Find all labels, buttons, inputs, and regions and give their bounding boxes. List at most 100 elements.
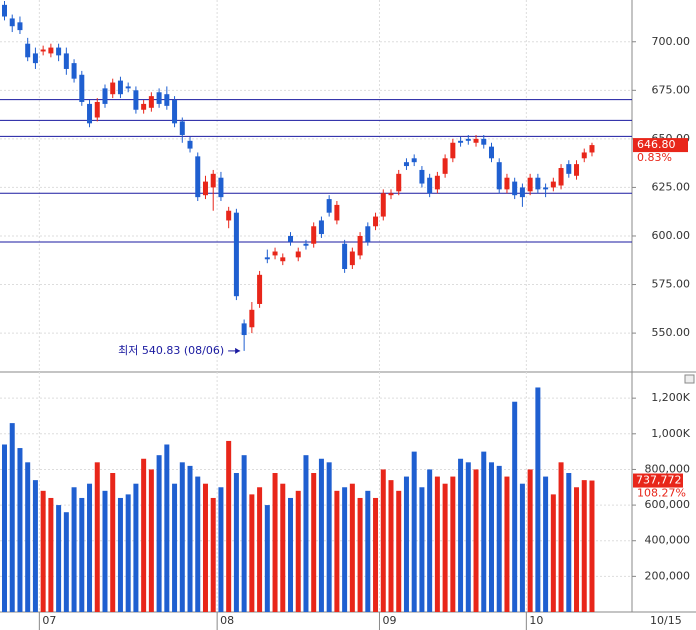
volume-bar xyxy=(288,497,294,612)
candle-body xyxy=(574,164,580,176)
candle-body xyxy=(519,187,525,198)
volume-bar xyxy=(79,497,85,612)
annotation-arrowhead xyxy=(235,347,241,354)
candle-body xyxy=(434,175,440,190)
candle-body xyxy=(403,162,409,167)
last-price-label: 646.80 xyxy=(637,138,676,151)
candle-body xyxy=(288,235,294,242)
candle-body xyxy=(79,74,85,102)
volume-bar xyxy=(373,497,379,612)
y-tick-label: 800,000 xyxy=(645,462,691,475)
candle-body xyxy=(388,193,394,196)
volume-bar xyxy=(125,494,131,612)
x-tick-label: 08 xyxy=(220,614,234,627)
candle-body xyxy=(125,86,131,89)
menu-icon[interactable] xyxy=(684,374,695,384)
candle-body xyxy=(581,152,587,159)
cursor-date: 10/15 xyxy=(650,614,682,627)
candle-body xyxy=(226,210,232,221)
volume-bar xyxy=(465,462,471,612)
candle-body xyxy=(9,18,15,27)
volume-bar xyxy=(48,497,54,612)
y-tick-label: 675.00 xyxy=(652,83,691,96)
candle-body xyxy=(342,243,348,270)
y-tick-label: 700.00 xyxy=(652,35,691,48)
volume-bar xyxy=(589,480,595,612)
low-annotation: 최저 540.83 (08/06) xyxy=(118,344,224,357)
y-tick-label: 1,000K xyxy=(651,427,690,440)
candle-body xyxy=(442,158,448,174)
volume-bar xyxy=(411,451,417,612)
candle-body xyxy=(504,177,510,190)
volume-bar xyxy=(295,490,301,612)
candle-body xyxy=(172,100,178,124)
volume-bar xyxy=(318,458,324,612)
candle-body xyxy=(264,257,270,260)
volume-bar xyxy=(249,494,255,612)
candle-body xyxy=(427,177,433,194)
candle-body xyxy=(25,43,31,58)
x-tick-label: 07 xyxy=(42,614,56,627)
volume-bar xyxy=(87,483,93,612)
volume-bar xyxy=(179,462,185,612)
volume-bar xyxy=(172,483,178,612)
candle-body xyxy=(94,101,100,118)
candle-body xyxy=(380,193,386,217)
candle-body xyxy=(419,169,425,184)
candle-body xyxy=(141,103,147,110)
candle-body xyxy=(411,158,417,163)
volume-bar xyxy=(280,483,286,612)
volume-bar xyxy=(504,476,510,612)
candle-body xyxy=(87,103,93,124)
volume-bar xyxy=(388,480,394,612)
volume-bar xyxy=(141,458,147,612)
candle-body xyxy=(373,216,379,227)
volume-bar xyxy=(342,487,348,612)
volume-bar xyxy=(442,483,448,612)
candle-body xyxy=(512,181,518,196)
volume-bar xyxy=(334,490,340,612)
volume-bar xyxy=(226,440,232,612)
volume-bar xyxy=(403,476,409,612)
candle-body xyxy=(187,140,193,149)
volume-bar xyxy=(349,483,355,612)
candle-body xyxy=(257,274,263,304)
candle-body xyxy=(71,63,77,79)
candle-body xyxy=(202,181,208,196)
volume-ratio-label: 108.27% xyxy=(637,487,686,500)
candle-body xyxy=(164,94,170,106)
volume-bar xyxy=(396,490,402,612)
volume-bar xyxy=(148,469,154,612)
candle-body xyxy=(365,226,371,242)
volume-bar xyxy=(450,476,456,612)
change-label: 0.83% xyxy=(637,151,672,164)
last-volume-label: 737,772 xyxy=(636,474,682,487)
candle-body xyxy=(48,47,54,54)
candle-body xyxy=(210,173,216,188)
candle-body xyxy=(218,177,224,198)
candle-body xyxy=(280,257,286,262)
candle-body xyxy=(179,121,185,135)
volume-bar xyxy=(303,455,309,612)
candle-body xyxy=(63,53,69,69)
volume-bar xyxy=(481,451,487,612)
candle-body xyxy=(566,164,572,174)
volume-bar xyxy=(110,473,116,612)
volume-bar xyxy=(71,487,77,612)
volume-bar xyxy=(558,462,564,612)
volume-bar xyxy=(63,512,69,612)
candle-body xyxy=(195,156,201,198)
volume-bar xyxy=(581,480,587,612)
volume-bar xyxy=(117,497,123,612)
candle-body xyxy=(2,4,7,17)
volume-bar xyxy=(17,448,23,612)
y-tick-label: 1,200K xyxy=(651,391,690,404)
volume-bar xyxy=(133,483,139,612)
candle-body xyxy=(249,309,255,328)
y-tick-label: 575.00 xyxy=(652,278,691,291)
volume-bar xyxy=(434,476,440,612)
y-tick-label: 625.00 xyxy=(652,180,691,193)
y-tick-label: 200,000 xyxy=(645,569,691,582)
volume-bar xyxy=(2,444,7,612)
candle-body xyxy=(334,204,340,221)
